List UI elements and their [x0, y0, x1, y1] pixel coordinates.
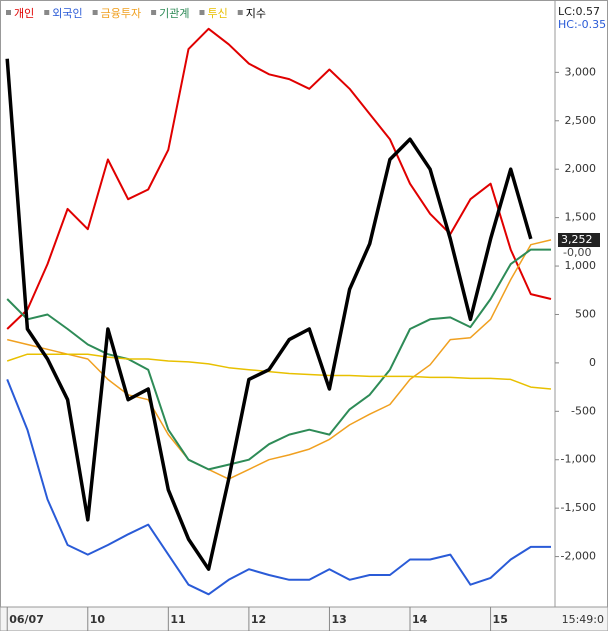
y-tick-label: -500 — [571, 404, 596, 417]
series-line — [7, 239, 552, 480]
x-tick-label: 13 — [331, 613, 346, 626]
y-tick-label: 1,000 — [565, 259, 597, 272]
legend-label: 기관계 — [159, 7, 189, 20]
y-tick-label: 2,500 — [565, 114, 597, 127]
value-box — [558, 233, 600, 247]
legend-swatch — [199, 10, 205, 15]
legend-label: 외국인 — [52, 7, 82, 20]
y-tick-label: 3,000 — [565, 65, 597, 78]
legend-swatch — [6, 10, 11, 15]
x-tick-label: 12 — [251, 613, 266, 626]
zero-label: -0,00 — [563, 246, 591, 259]
legend-label: 지수 — [246, 7, 266, 20]
legend-swatch — [92, 10, 98, 15]
series-line — [6, 27, 552, 330]
hc-label: HC:-0.35 — [558, 18, 606, 31]
y-tick-label: 500 — [575, 307, 596, 320]
y-tick-label: -1,000 — [561, 453, 596, 466]
x-tick-label: 14 — [412, 613, 428, 626]
x-axis-strip — [0, 606, 608, 631]
legend-swatch — [44, 10, 50, 15]
x-tick-label: 06/07 — [9, 613, 44, 626]
legend-label: 금융투자 — [101, 7, 141, 20]
y-tick-label: 2,000 — [565, 162, 597, 175]
x-tick-label: 15 — [493, 613, 508, 626]
series-line — [6, 353, 552, 390]
y-tick-label: -2,000 — [561, 550, 596, 563]
lc-label: LC:0.57 — [558, 5, 600, 18]
x-tick-label: 10 — [90, 613, 106, 626]
y-tick-label: 0 — [589, 356, 596, 369]
x-tick-label: 11 — [170, 613, 185, 626]
legend-label: 투신 — [207, 7, 227, 20]
y-tick-label: -1,500 — [561, 501, 596, 514]
last-value-label: 3,252 — [561, 233, 593, 246]
y-tick-label: 1,500 — [565, 211, 597, 224]
series-line — [6, 379, 551, 596]
legend-label: 개인 — [14, 7, 34, 20]
legend-swatch — [151, 10, 157, 15]
time-label: 15:49:0 — [562, 613, 604, 626]
series-line — [6, 248, 551, 471]
series-line — [5, 58, 533, 571]
legend-swatch — [237, 10, 243, 15]
